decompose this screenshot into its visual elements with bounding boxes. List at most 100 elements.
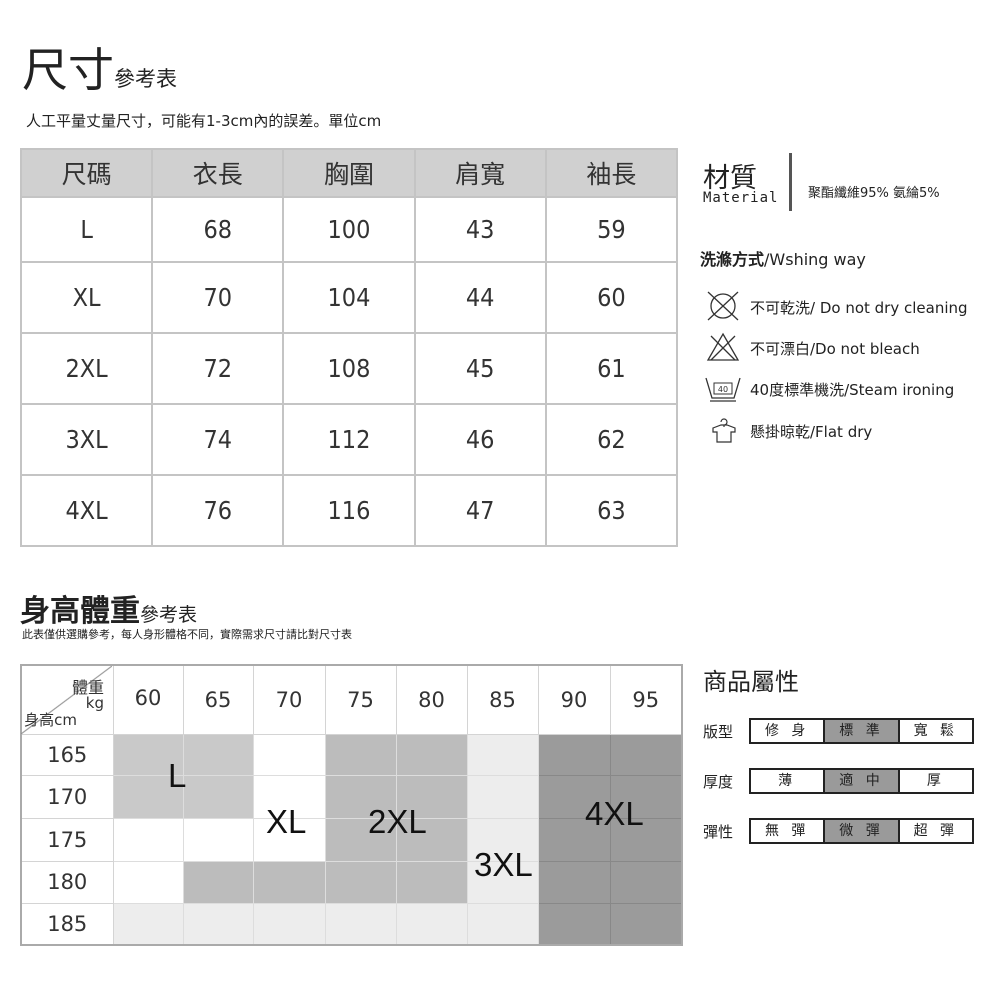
size-label-l: L	[168, 757, 187, 794]
table-cell: 59	[544, 196, 679, 263]
corner-height: 身高cm	[24, 710, 78, 729]
header-cell: 衣長	[151, 148, 285, 198]
weight-header: 80	[395, 664, 468, 735]
header-cell: 肩寬	[413, 148, 547, 198]
washing-title-zh: 洗滌方式	[700, 250, 765, 269]
table-cell: 44	[413, 261, 547, 334]
table-row: 4XL 76 116 47 63	[19, 474, 679, 547]
size-cell-3xl	[112, 902, 184, 946]
size-cell-l	[112, 733, 184, 776]
size-label-3xl: 3XL	[474, 846, 533, 883]
size-cell-4xl	[609, 817, 683, 862]
corner-kg: kg	[85, 694, 104, 712]
wash-40-icon: 40	[705, 377, 741, 402]
attribute-option: 無 彈	[751, 820, 826, 842]
header-cell: 胸圍	[282, 148, 416, 198]
table-cell: 108	[282, 332, 416, 405]
table-row: 170	[20, 774, 683, 819]
size-table: 尺碼 衣長 胸圍 肩寬 袖長 L 68 100 43 59 XL 70 104 44 60 2XL 7…	[19, 148, 679, 547]
table-cell: 43	[413, 196, 547, 263]
size-cell-xl	[112, 860, 184, 904]
temp-label: 40	[718, 385, 728, 394]
height-header: 165	[20, 733, 114, 776]
table-cell: 100	[282, 196, 416, 263]
table-cell: L	[19, 196, 154, 263]
weight-header: 85	[466, 664, 539, 735]
height-header: 185	[20, 902, 114, 946]
size-cell-2xl	[324, 774, 397, 819]
hang-dry-icon	[712, 418, 736, 443]
material-title: 材質	[703, 163, 757, 194]
size-cell-xl	[252, 817, 326, 862]
size-chart-subtitle: 人工平量丈量尺寸，可能有1-3cm內的誤差。單位cm	[26, 112, 382, 130]
size-cell-l	[182, 733, 254, 776]
table-cell: 104	[282, 261, 416, 334]
attribute-scale: 修 身標 準寬 鬆	[749, 718, 974, 744]
attribute-label: 厚度	[703, 772, 734, 791]
size-cell-4xl	[537, 774, 611, 819]
attribute-label: 版型	[703, 722, 734, 741]
table-cell: 4XL	[19, 474, 154, 547]
title-main: 身高體重	[20, 594, 140, 629]
table-row: L 68 100 43 59	[19, 196, 679, 263]
washing-title-en: /Wshing way	[764, 250, 866, 269]
attribute-option: 修 身	[751, 720, 826, 742]
size-cell-2xl	[395, 860, 468, 904]
table-row: XL 70 104 44 60	[19, 261, 679, 334]
header-cell: 尺碼	[19, 148, 154, 198]
header-row: 體重 kg 身高cm 60 65 70 75 80 85 90 95	[21, 664, 683, 735]
no-dry-clean-icon	[707, 291, 739, 321]
size-cell-4xl	[537, 733, 611, 776]
attribute-option: 寬 鬆	[913, 723, 959, 739]
height-header: 180	[20, 860, 114, 904]
size-cell-4xl	[609, 774, 683, 819]
weight-header: 60	[112, 664, 184, 735]
size-cell-2xl	[182, 860, 254, 904]
attribute-option-selected: 標 準	[825, 720, 900, 742]
attribute-option: 超 彈	[913, 823, 959, 839]
title-suffix: 參考表	[140, 604, 198, 626]
wash-text: 40度標準機洗/Steam ironing	[750, 381, 955, 399]
material-title-en: Material	[703, 190, 779, 206]
attribute-label: 彈性	[703, 822, 734, 841]
table-cell: 46	[413, 403, 547, 476]
divider	[789, 153, 792, 211]
size-cell-2xl	[324, 860, 397, 904]
height-weight-table: 體重 kg 身高cm 60 65 70 75 80 85 90 95 165 170 175 180 185	[20, 664, 683, 946]
table-cell: 112	[282, 403, 416, 476]
size-cell-3xl	[466, 860, 539, 904]
table-cell: 68	[151, 196, 285, 263]
attribute-scale: 無 彈微 彈超 彈	[749, 818, 974, 844]
attribute-option-selected: 適 中	[825, 770, 900, 792]
size-cell-xl	[112, 817, 184, 862]
no-bleach-icon	[706, 332, 740, 361]
table-cell: 63	[544, 474, 679, 547]
attribute-option: 薄	[751, 770, 826, 792]
table-cell: 70	[151, 261, 285, 334]
table-cell: 47	[413, 474, 547, 547]
hw-chart-subtitle: 此表僅供選購參考，每人身形體格不同，實際需求尺寸請比對尺寸表	[22, 628, 352, 641]
height-header: 170	[20, 774, 114, 819]
table-row: 3XL 74 112 46 62	[19, 403, 679, 476]
size-cell-3xl	[395, 902, 468, 946]
wash-text: 懸掛晾乾/Flat dry	[750, 423, 873, 441]
table-cell: 76	[151, 474, 285, 547]
attribute-scale: 薄適 中 厚	[749, 768, 974, 794]
size-cell-l	[182, 774, 254, 819]
table-row: 2XL 72 108 45 61	[19, 332, 679, 405]
weight-header: 90	[537, 664, 611, 735]
size-cell-3xl	[182, 902, 254, 946]
size-chart-title: 尺寸參考表	[22, 42, 177, 107]
size-cell-2xl	[395, 774, 468, 819]
table-row: 180	[20, 860, 683, 904]
table-cell: 61	[544, 332, 679, 405]
weight-header: 65	[182, 664, 254, 735]
size-label-xl: XL	[266, 803, 307, 840]
size-cell-4xl	[537, 860, 611, 904]
height-header: 175	[20, 817, 114, 862]
table-cell: 60	[544, 261, 679, 334]
size-cell-4xl	[609, 860, 683, 904]
size-cell-2xl	[324, 817, 397, 862]
size-label-2xl: 2XL	[368, 803, 427, 840]
table-row: 185	[20, 902, 683, 946]
